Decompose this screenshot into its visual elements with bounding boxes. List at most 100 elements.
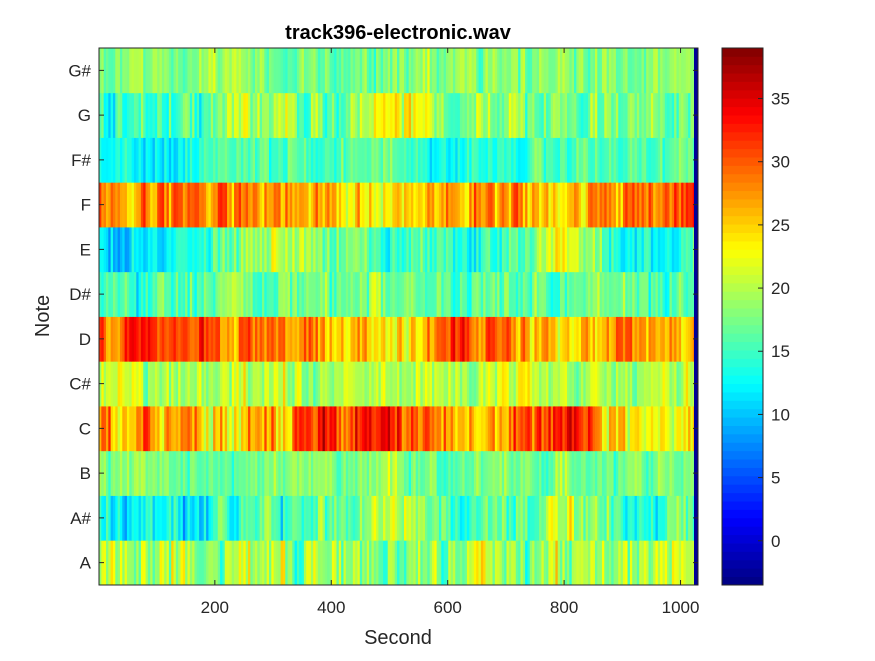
heatmap-cell (124, 227, 128, 273)
heatmap-cell (350, 316, 354, 362)
heatmap-cell (208, 137, 212, 183)
heatmap-cell (543, 48, 547, 94)
heatmap-cell (299, 361, 302, 407)
heatmap-cell (131, 316, 135, 362)
heatmap-cell (688, 540, 691, 586)
heatmap-cell (329, 182, 333, 228)
heatmap-cell (168, 227, 172, 273)
heatmap-cell (373, 540, 377, 586)
heatmap-cell (511, 495, 514, 541)
heatmap-cell (452, 182, 456, 228)
heatmap-cell (294, 271, 298, 317)
heatmap-cell (199, 92, 202, 138)
heatmap-cell (320, 271, 323, 317)
heatmap-cell (436, 137, 440, 183)
heatmap-cell (632, 137, 635, 183)
heatmap-cell (259, 227, 263, 273)
heatmap-cell (613, 182, 617, 228)
heatmap-cell (185, 361, 188, 407)
heatmap-cell (397, 182, 400, 228)
heatmap-cell (606, 271, 610, 317)
heatmap-cell (464, 137, 468, 183)
heatmap-cell (236, 406, 240, 452)
heatmap-cell (222, 92, 226, 138)
heatmap-cell (532, 495, 535, 541)
heatmap-cell (315, 361, 319, 407)
heatmap-cell (681, 495, 684, 541)
heatmap-cell (415, 406, 419, 452)
heatmap-cell (427, 361, 431, 407)
heatmap-cell (462, 540, 465, 586)
heatmap-cell (580, 540, 584, 586)
heatmap-cell (185, 495, 188, 541)
heatmap-cell (206, 361, 209, 407)
colorbar-band (722, 282, 763, 292)
heatmap-cell (194, 406, 198, 452)
heatmap-cell (117, 540, 121, 586)
heatmap-cell (678, 271, 682, 317)
heatmap-cell (266, 450, 270, 496)
heatmap-cell (515, 137, 519, 183)
heatmap-cell (264, 48, 268, 94)
heatmap-cell (592, 48, 596, 94)
heatmap-cell (618, 182, 621, 228)
heatmap-cell (555, 182, 559, 228)
heatmap-cell (217, 182, 221, 228)
heatmap-cell (655, 227, 659, 273)
heatmap-cell (105, 450, 109, 496)
heatmap-cell (536, 361, 540, 407)
heatmap-cell (464, 48, 468, 94)
heatmap-cell (627, 450, 631, 496)
heatmap-cell (343, 92, 347, 138)
heatmap-cell (296, 271, 300, 317)
heatmap-cell (103, 540, 107, 586)
heatmap-cell (154, 361, 158, 407)
heatmap-cell (126, 361, 130, 407)
y-axis-ticks: AA#BCC#DD#EFF#GG# (68, 61, 698, 573)
heatmap-cell (171, 182, 174, 228)
heatmap-cell (296, 137, 300, 183)
heatmap-cell (236, 271, 240, 317)
heatmap-cell (534, 450, 538, 496)
heatmap-cell (408, 92, 412, 138)
heatmap-cell (217, 540, 221, 586)
heatmap-cell (515, 92, 519, 138)
heatmap-cell (131, 540, 135, 586)
heatmap-cell (555, 48, 559, 94)
heatmap-cell (343, 406, 347, 452)
heatmap-cell (201, 316, 205, 362)
heatmap-cell (108, 450, 112, 496)
heatmap-cell (587, 92, 591, 138)
heatmap-cell (399, 92, 403, 138)
heatmap-cell (380, 227, 384, 273)
heatmap-cell (664, 361, 668, 407)
heatmap-cell (597, 182, 601, 228)
heatmap-cell (364, 316, 368, 362)
heatmap-cell (431, 450, 435, 496)
heatmap-cell (443, 182, 447, 228)
heatmap-cell (220, 182, 223, 228)
heatmap-cell (236, 227, 240, 273)
heatmap-cell (450, 92, 454, 138)
heatmap-cell (224, 227, 228, 273)
heatmap-cell (122, 48, 126, 94)
heatmap-cell (567, 182, 570, 228)
heatmap-cell (494, 316, 498, 362)
heatmap-cell (203, 450, 207, 496)
heatmap-cell (103, 406, 107, 452)
heatmap-cell (317, 540, 321, 586)
heatmap-cell (315, 271, 319, 317)
heatmap-cell (257, 450, 261, 496)
heatmap-cell (504, 495, 507, 541)
heatmap-cell (464, 316, 468, 362)
heatmap-cell (376, 540, 379, 586)
heatmap-cell (224, 495, 228, 541)
heatmap-cell (264, 227, 268, 273)
heatmap-cell (490, 182, 493, 228)
heatmap-cell (103, 137, 107, 183)
heatmap-cell (615, 540, 619, 586)
heatmap-cell (394, 182, 398, 228)
heatmap-cell (406, 227, 410, 273)
heatmap-cell (180, 227, 184, 273)
heatmap-row-e (99, 227, 699, 273)
